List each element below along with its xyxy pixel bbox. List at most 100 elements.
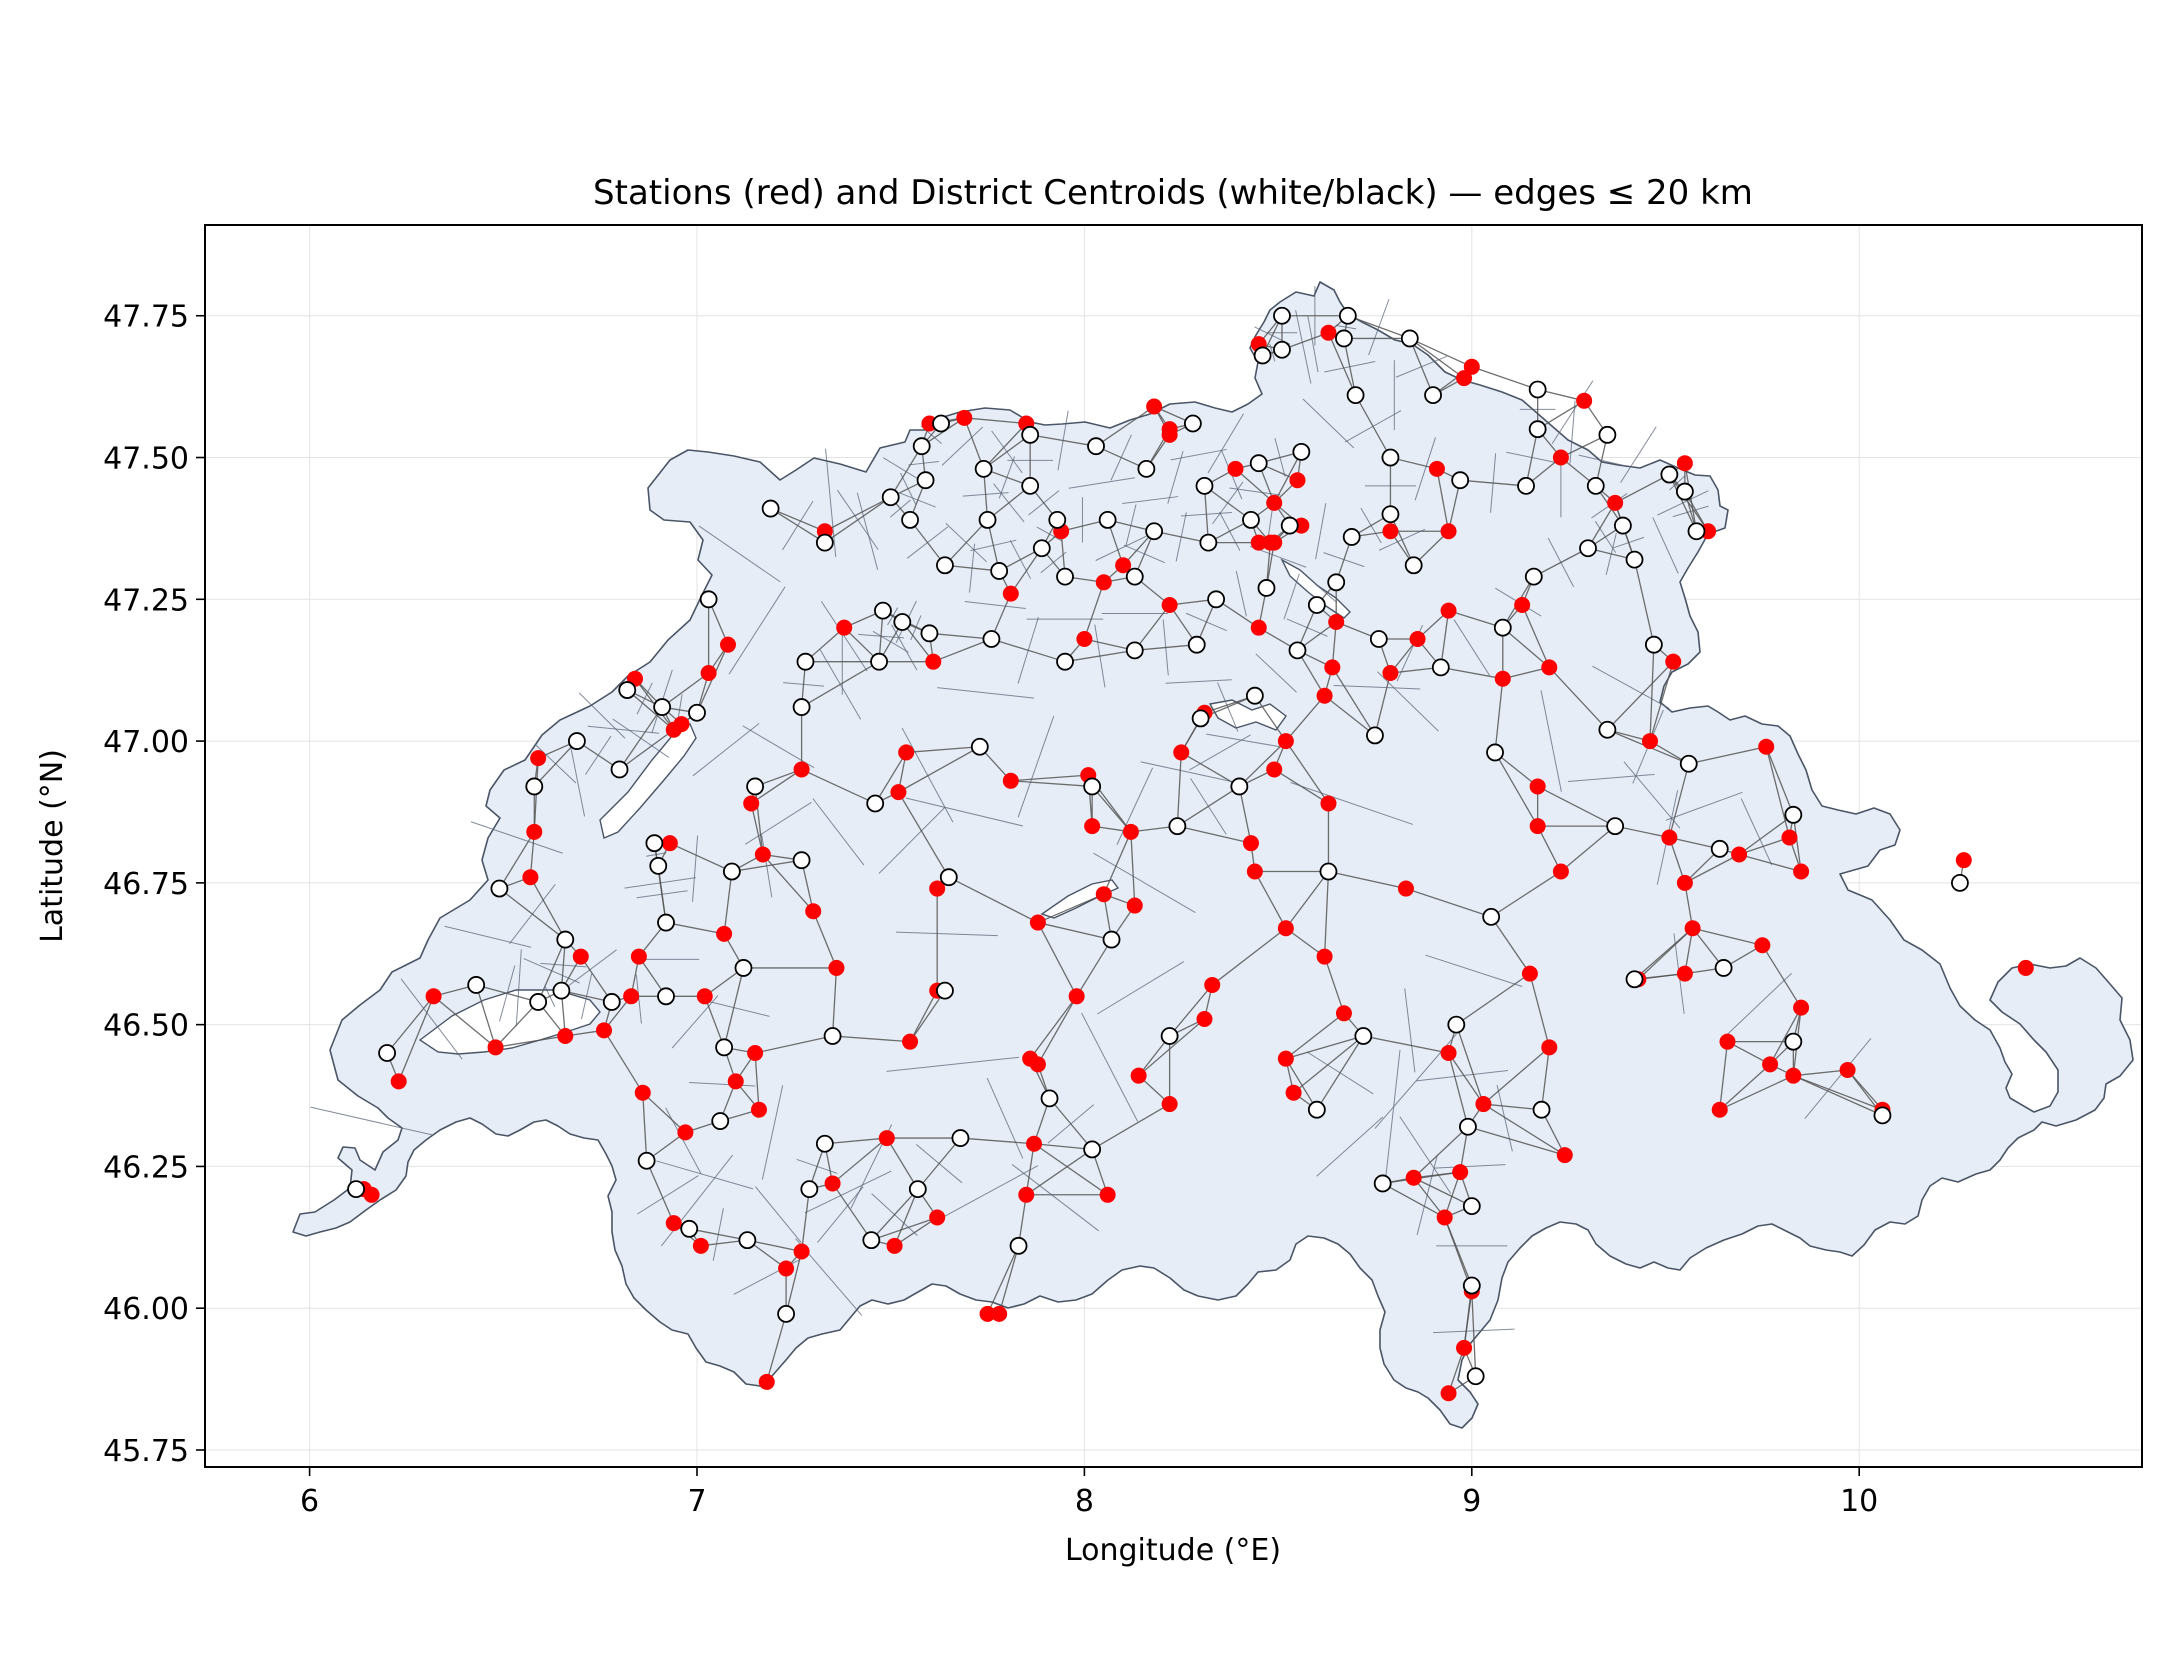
station-point xyxy=(1018,1186,1035,1203)
edge xyxy=(498,831,535,889)
district-boundary xyxy=(1725,972,1792,1037)
edge xyxy=(1254,695,1287,742)
edge xyxy=(1634,927,1694,980)
edge xyxy=(433,995,496,1048)
station-point xyxy=(572,948,589,965)
centroid-point xyxy=(1528,420,1547,439)
edge xyxy=(944,564,1000,572)
edge xyxy=(1025,1143,1035,1195)
centroid-point xyxy=(1644,635,1663,654)
centroid-point xyxy=(657,913,675,932)
station-point xyxy=(836,619,853,636)
centroid-point xyxy=(1191,709,1210,728)
district-boundary xyxy=(937,687,1035,699)
centroid-point xyxy=(1493,618,1512,637)
station-point xyxy=(956,409,973,426)
district-boundary xyxy=(444,925,532,948)
centroid-point xyxy=(1048,511,1067,529)
district-boundary xyxy=(689,1081,756,1087)
edge xyxy=(1761,944,1802,1008)
centroid-point xyxy=(990,562,1009,580)
centroid-point xyxy=(974,459,993,478)
station-point xyxy=(1084,818,1101,835)
x-tick-label: 9 xyxy=(1462,1484,1481,1519)
centroid-point xyxy=(715,1038,734,1057)
edge xyxy=(731,859,802,873)
station-point xyxy=(824,1175,841,1192)
centroid-point xyxy=(738,1231,757,1250)
edge xyxy=(1211,927,1287,986)
edge xyxy=(897,791,950,878)
centroid-point xyxy=(912,437,931,456)
edge xyxy=(1037,921,1112,941)
station-point xyxy=(793,761,810,778)
centroid-point xyxy=(1532,1100,1551,1119)
district-boundary xyxy=(755,1186,802,1243)
edge xyxy=(1033,1143,1109,1196)
district-boundary xyxy=(470,821,563,854)
district-boundary xyxy=(1416,1069,1509,1082)
centroid-point xyxy=(1021,425,1040,444)
centroid-point xyxy=(490,879,509,898)
station-point xyxy=(363,1186,380,1203)
centroid-point xyxy=(1625,550,1644,569)
edge xyxy=(1494,751,1539,787)
centroid-point xyxy=(1021,476,1040,495)
district-boundary xyxy=(1551,380,1594,444)
station-point xyxy=(1285,1084,1302,1101)
edge xyxy=(987,485,1031,521)
edge xyxy=(801,768,876,805)
edge xyxy=(1483,1103,1542,1111)
edge xyxy=(1521,604,1550,668)
centroid-point xyxy=(936,556,954,575)
district-boundary xyxy=(1295,310,1312,384)
y-tick-label: 45.75 xyxy=(103,1434,189,1469)
centroid-point xyxy=(347,1180,365,1199)
station-point xyxy=(1246,863,1263,880)
centroid-point xyxy=(525,777,544,796)
centroid-point xyxy=(1335,329,1353,348)
station-point xyxy=(1409,631,1426,647)
district-boundary xyxy=(744,801,812,845)
centroid-point xyxy=(618,681,637,699)
edge xyxy=(1537,785,1616,827)
centroid-point xyxy=(1400,329,1419,348)
edge xyxy=(1471,1291,1477,1377)
station-point xyxy=(596,1022,613,1039)
centroid-point xyxy=(1183,414,1202,433)
x-tick-label: 6 xyxy=(300,1484,319,1519)
station-point xyxy=(1452,1164,1469,1181)
district-boundary xyxy=(1207,413,1245,474)
district-boundary xyxy=(656,1160,754,1190)
edge xyxy=(874,752,907,804)
edge xyxy=(1448,1052,1484,1105)
station-point xyxy=(1335,1005,1352,1022)
centroid-point xyxy=(1675,482,1694,501)
y-tick-label: 47.75 xyxy=(103,300,189,335)
centroid-point xyxy=(1102,930,1121,949)
edge xyxy=(824,496,892,544)
edge xyxy=(626,689,675,731)
station-point xyxy=(557,1027,574,1044)
edge xyxy=(1238,740,1287,787)
centroids-series xyxy=(347,306,1969,1386)
edge xyxy=(1467,1126,1565,1156)
edge xyxy=(894,1216,938,1247)
edge xyxy=(1130,831,1136,906)
station-point xyxy=(1126,897,1143,914)
centroid-point xyxy=(1098,511,1117,529)
edge xyxy=(963,417,985,470)
station-point xyxy=(1665,653,1682,670)
edge xyxy=(1203,485,1210,543)
edge xyxy=(1049,1097,1093,1150)
edge xyxy=(1033,1143,1093,1151)
station-point xyxy=(487,1039,504,1056)
district-boundary xyxy=(941,426,984,466)
edge xyxy=(1323,956,1345,1014)
station-point xyxy=(1266,534,1283,551)
district-boundary xyxy=(692,722,760,777)
edge xyxy=(1153,530,1209,544)
station-point xyxy=(2017,959,2034,976)
edge xyxy=(1134,604,1171,651)
centroid-point xyxy=(610,760,629,779)
